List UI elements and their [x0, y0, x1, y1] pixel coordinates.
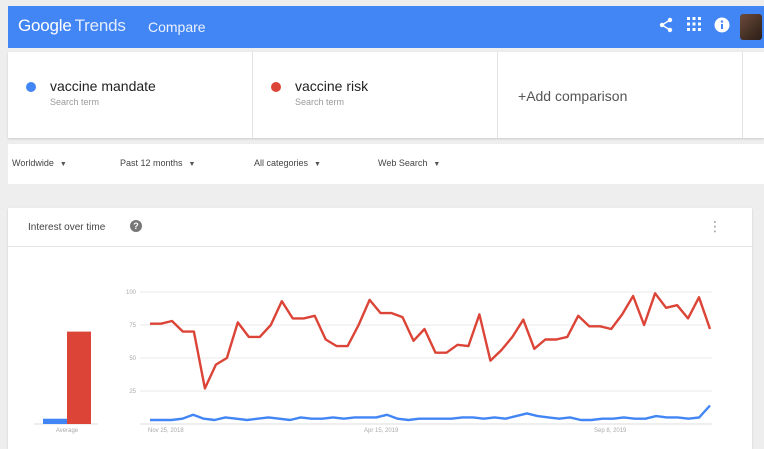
y-tick-label: 25	[129, 389, 136, 395]
time-range-dropdown[interactable]: Past 12 months ▼	[120, 158, 195, 168]
term-name: vaccine risk	[295, 78, 369, 94]
term-color-dot	[26, 82, 36, 92]
x-tick-label: Nov 25, 2018	[148, 428, 184, 434]
term-color-dot	[271, 82, 281, 92]
x-tick-label: Apr 15, 2019	[364, 428, 399, 434]
series-line-vaccine-risk	[150, 292, 712, 390]
logo-trends-text: Trends	[74, 16, 126, 35]
card-title: Interest over time	[28, 222, 106, 233]
filter-bar: Worldwide ▼ Past 12 months ▼ All categorie…	[8, 144, 764, 184]
search-terms-bar: vaccine mandate Search term vaccine risk…	[8, 52, 764, 138]
search-property-dropdown[interactable]: Web Search ▼	[378, 158, 440, 168]
term-name: vaccine mandate	[50, 78, 156, 94]
info-icon[interactable]	[712, 17, 732, 37]
series-line-vaccine-mandate	[150, 404, 711, 422]
time-label: Past 12 months	[120, 158, 183, 168]
average-bar-vaccine-mandate	[43, 418, 67, 424]
logo-google-text: Google	[18, 16, 72, 35]
caret-down-icon: ▼	[433, 161, 441, 168]
x-tick-label: Sep 8, 2019	[594, 428, 627, 434]
search-term-1[interactable]: vaccine mandate Search term	[8, 52, 253, 138]
caret-down-icon: ▼	[59, 161, 67, 168]
top-app-bar: Google Trends Compare	[8, 6, 764, 48]
y-tick-label: 100	[126, 290, 137, 296]
user-avatar[interactable]	[740, 14, 762, 40]
plus-icon: +	[518, 88, 527, 104]
help-icon[interactable]: ?	[130, 220, 142, 232]
card-divider	[8, 246, 752, 247]
apps-grid-icon[interactable]	[684, 17, 704, 37]
region-label: Worldwide	[12, 158, 54, 168]
compare-label: Compare	[148, 19, 206, 35]
add-comparison-label: Add comparison	[526, 88, 628, 104]
more-options-icon[interactable]: ⋮	[708, 218, 722, 234]
region-dropdown[interactable]: Worldwide ▼	[12, 158, 67, 168]
y-tick-label: 75	[129, 323, 136, 329]
share-icon[interactable]	[656, 17, 676, 37]
category-dropdown[interactable]: All categories ▼	[254, 158, 321, 168]
property-label: Web Search	[378, 158, 428, 168]
google-trends-logo[interactable]: Google Trends	[18, 16, 126, 36]
search-term-2[interactable]: vaccine risk Search term	[253, 52, 498, 138]
interest-line-chart: 100 75 50 25 Average Nov 25, 2018 Apr 15, 2019…	[34, 290, 712, 434]
term-type: Search term	[295, 97, 345, 107]
y-tick-label: 50	[129, 356, 136, 362]
average-label: Average	[56, 428, 79, 434]
caret-down-icon: ▼	[314, 161, 321, 168]
interest-over-time-card: Interest over time ? ⋮ 100 75 50 25 Average N…	[8, 208, 752, 449]
category-label: All categories	[254, 158, 309, 168]
add-comparison-button[interactable]: +Add comparison	[498, 52, 743, 138]
caret-down-icon: ▼	[188, 161, 196, 168]
average-bar-vaccine-risk	[67, 331, 91, 424]
term-type: Search term	[50, 97, 100, 107]
